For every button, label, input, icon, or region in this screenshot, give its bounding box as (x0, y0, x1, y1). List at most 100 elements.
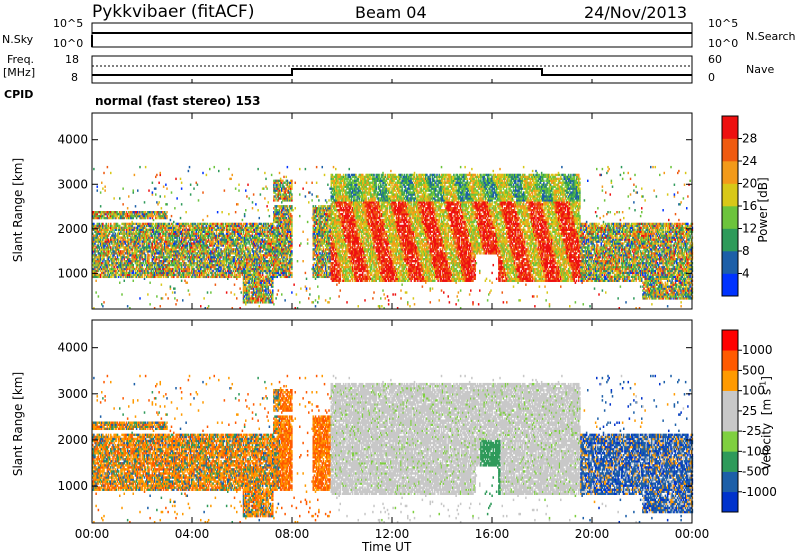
power-cell (139, 258, 141, 261)
power-cell (131, 236, 133, 239)
power-cell (106, 254, 109, 257)
power-cell (112, 267, 114, 271)
power-cell (106, 256, 109, 259)
power-cell (125, 271, 128, 275)
power-cell (101, 248, 103, 251)
power-cell (133, 222, 136, 226)
power-cell (112, 214, 114, 218)
power-cell (92, 260, 94, 263)
power-cell (186, 281, 189, 284)
power-cell (206, 291, 209, 294)
power-cell (139, 212, 141, 216)
power-cell (130, 248, 132, 251)
power-cell (120, 232, 122, 235)
power-cell (189, 183, 192, 186)
power-cell (114, 267, 117, 271)
power-cell (111, 242, 113, 245)
power-cell (141, 232, 144, 235)
power-cell (134, 211, 137, 214)
power-cell (148, 263, 150, 267)
power-cell (93, 240, 95, 243)
power-cell (129, 216, 131, 220)
power-cell (126, 275, 129, 279)
power-cell (131, 252, 133, 255)
power-cell (95, 228, 97, 231)
power-cell (115, 226, 118, 230)
power-cell (95, 212, 97, 216)
power-cell (140, 267, 142, 271)
power-cell (117, 212, 120, 216)
power-cell (99, 244, 102, 247)
power-cell (123, 260, 126, 263)
power-cell (144, 267, 147, 271)
power-cell (151, 267, 154, 271)
power-cell (126, 207, 129, 210)
power-cell (122, 236, 124, 239)
power-cell (155, 187, 157, 190)
power-cell (111, 240, 113, 243)
power-cell (140, 234, 142, 237)
power-cell (128, 246, 130, 249)
power-cell (106, 212, 109, 216)
power-cell (120, 216, 122, 220)
power-cell (141, 240, 144, 243)
power-cell (119, 263, 121, 267)
power-cell (97, 260, 100, 263)
power-cell (115, 273, 118, 277)
power-cell (93, 254, 95, 257)
power-cell (188, 165, 191, 169)
power-cell (121, 242, 123, 245)
power-cell (120, 275, 122, 279)
power-cell (138, 228, 140, 231)
power-cell (117, 269, 120, 273)
power-cell (107, 256, 110, 259)
power-cell (234, 211, 237, 214)
power-cell (129, 267, 131, 271)
power-cell (113, 275, 115, 279)
power-cell (105, 211, 108, 214)
power-cell (116, 240, 119, 243)
power-cell (137, 222, 139, 226)
power-cell (147, 271, 149, 275)
power-cell (98, 216, 101, 220)
power-cell (130, 226, 132, 230)
power-cell (96, 258, 99, 261)
power-cell (131, 212, 133, 216)
power-cell (121, 214, 123, 218)
power-cell (138, 224, 140, 228)
power-cell (165, 293, 167, 296)
power-cell (188, 293, 191, 296)
power-cell (120, 250, 122, 253)
power-cell (107, 211, 110, 214)
power-cell (117, 240, 120, 243)
power-cell (104, 273, 106, 277)
power-cell (166, 214, 168, 218)
power-cell (132, 271, 135, 275)
power-cell (108, 252, 111, 255)
power-cell (131, 258, 133, 261)
power-cell (92, 250, 94, 253)
power-cell (107, 228, 110, 231)
power-cell (108, 244, 111, 247)
power-cell (131, 232, 133, 235)
power-cell (106, 267, 109, 271)
power-cell (138, 273, 140, 277)
power-cell (132, 240, 135, 243)
power-cell (99, 252, 102, 255)
power-cell (132, 263, 135, 267)
power-cell (102, 224, 104, 228)
power-cell (113, 254, 115, 257)
power-cell (115, 265, 118, 269)
power-cell (115, 242, 118, 245)
power-cell (106, 214, 109, 218)
power-cell (117, 236, 120, 239)
power-cell (108, 214, 111, 218)
power-cell (124, 224, 127, 228)
power-cell (128, 216, 130, 220)
power-cell (144, 256, 147, 259)
power-cell (130, 232, 132, 235)
power-cell (144, 258, 147, 261)
power-cell (110, 246, 112, 249)
power-cell (122, 271, 124, 275)
power-cell (120, 258, 122, 261)
